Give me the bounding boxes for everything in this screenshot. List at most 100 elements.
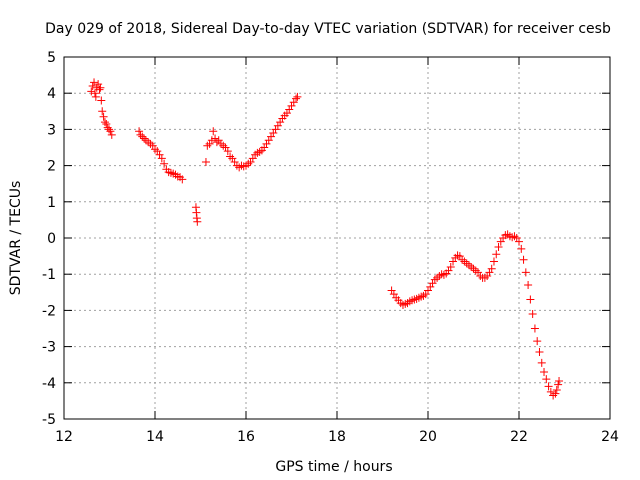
y-tick-label: 3 <box>47 122 56 138</box>
data-point <box>540 367 549 376</box>
data-point <box>437 270 446 279</box>
data-point <box>474 268 483 277</box>
data-point <box>209 127 218 136</box>
x-tick-label: 24 <box>601 429 619 445</box>
data-point <box>519 255 528 264</box>
data-point <box>287 101 296 110</box>
y-tick-label: -3 <box>42 340 56 356</box>
data-point <box>439 270 448 279</box>
data-point <box>480 273 489 282</box>
data-point <box>262 139 271 148</box>
data-point <box>246 157 255 166</box>
x-tick-label: 12 <box>55 429 73 445</box>
data-point <box>512 234 521 242</box>
data-point <box>269 129 278 138</box>
data-point <box>526 295 535 304</box>
data-point <box>289 98 298 107</box>
data-point <box>476 272 485 281</box>
data-point <box>487 264 496 273</box>
data-point <box>219 141 228 150</box>
data-point <box>91 92 100 101</box>
data-point <box>94 80 103 89</box>
data-point <box>144 138 153 147</box>
data-point <box>285 105 294 114</box>
y-tick-label: -1 <box>42 267 56 283</box>
y-tick-label: -4 <box>42 376 56 392</box>
data-point <box>471 266 480 275</box>
data-point <box>554 380 563 389</box>
data-point <box>517 244 526 253</box>
data-point <box>449 257 458 266</box>
data-point <box>100 118 109 127</box>
data-point <box>430 275 439 284</box>
data-point <box>426 282 435 291</box>
data-point <box>458 255 467 264</box>
data-point <box>212 138 221 147</box>
data-point <box>140 134 149 143</box>
data-point <box>528 310 537 319</box>
data-point <box>106 127 115 136</box>
x-tick-label: 18 <box>328 429 346 445</box>
data-point <box>552 386 561 395</box>
x-tick-label: 22 <box>510 429 528 445</box>
data-point <box>535 348 544 357</box>
y-tick-label: 2 <box>47 159 56 175</box>
data-point <box>460 257 469 266</box>
x-axis-label: GPS time / hours <box>275 459 392 475</box>
data-point <box>292 94 301 103</box>
data-point <box>424 286 432 295</box>
data-point <box>146 139 155 148</box>
data-point <box>455 252 464 261</box>
data-point <box>166 168 175 177</box>
data-point <box>537 358 546 367</box>
data-point <box>387 286 396 295</box>
data-point <box>102 119 111 128</box>
data-point <box>485 268 494 277</box>
chart-title: Day 029 of 2018, Sidereal Day-to-day VTE… <box>45 21 611 37</box>
data-point <box>87 87 96 96</box>
data-point <box>469 264 478 273</box>
data-point <box>205 139 214 148</box>
data-point <box>496 237 505 246</box>
data-point <box>510 232 519 241</box>
data-point <box>467 262 476 271</box>
data-point <box>105 125 114 134</box>
data-point <box>412 294 421 303</box>
data-point <box>211 134 220 143</box>
data-points <box>87 78 564 400</box>
data-point <box>228 154 237 163</box>
data-point <box>549 391 558 400</box>
data-point <box>542 375 551 384</box>
data-point <box>97 96 106 105</box>
data-point <box>446 262 455 271</box>
y-tick-label: -2 <box>42 303 56 319</box>
data-point <box>419 291 428 300</box>
data-point <box>99 112 108 121</box>
data-point <box>141 136 150 145</box>
data-point <box>221 143 230 152</box>
data-point <box>136 130 145 139</box>
data-point <box>389 290 398 299</box>
y-axis-label: SDTVAR / TECUs <box>8 181 24 296</box>
x-tick-label: 16 <box>237 429 255 445</box>
data-point <box>521 268 530 277</box>
data-point <box>235 163 244 172</box>
data-point <box>273 121 282 130</box>
data-point <box>96 83 105 92</box>
data-point <box>293 92 302 101</box>
data-point <box>153 147 162 156</box>
data-point <box>398 300 407 309</box>
data-point <box>515 237 523 246</box>
data-point <box>88 81 97 90</box>
data-point <box>544 382 553 391</box>
data-point <box>267 132 276 141</box>
data-point <box>203 141 212 150</box>
data-point <box>135 127 144 136</box>
data-point <box>494 243 503 252</box>
y-tick-label: 4 <box>47 86 56 102</box>
data-point <box>214 136 223 145</box>
data-point <box>555 376 564 385</box>
data-point <box>264 136 273 145</box>
data-point <box>414 293 423 302</box>
